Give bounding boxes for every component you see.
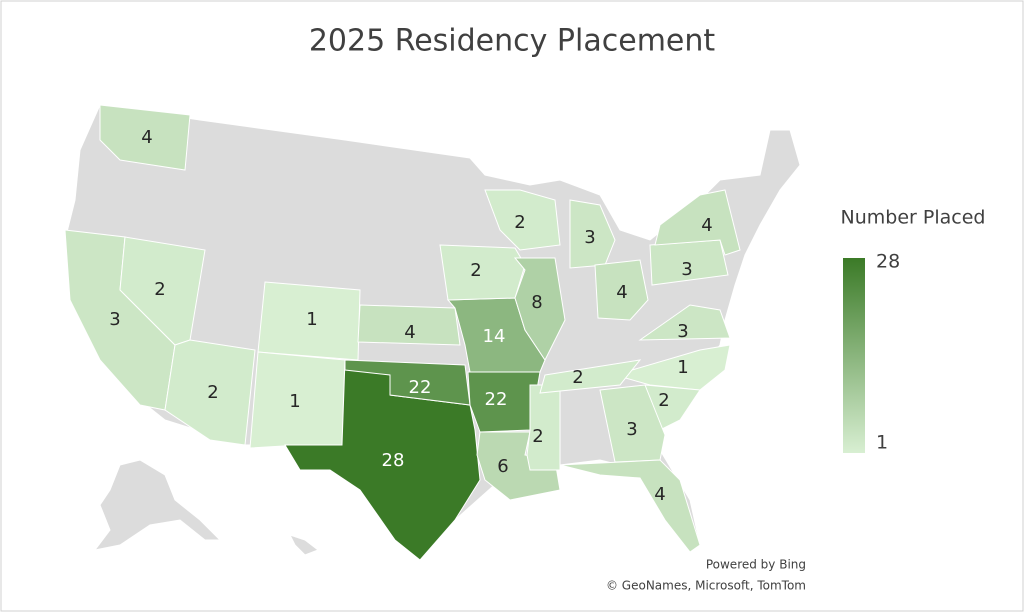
- region-label: 2: [658, 390, 669, 411]
- region-label: 28: [382, 450, 405, 471]
- region-label: 4: [404, 322, 415, 343]
- legend-gradient: [843, 258, 865, 453]
- region: [654, 189, 741, 256]
- credit: Powered by Bing: [706, 558, 806, 572]
- region: [99, 104, 191, 171]
- region: [484, 189, 561, 251]
- region: [539, 359, 642, 394]
- region-label: 2: [514, 212, 525, 233]
- region-label: 3: [677, 321, 688, 342]
- region-label: 4: [654, 484, 665, 505]
- region-label: 4: [701, 215, 712, 236]
- credit: © GeoNames, Microsoft, TomTom: [606, 579, 806, 593]
- region-label: 1: [306, 309, 317, 330]
- region-label: 22: [485, 389, 508, 410]
- legend-title: Number Placed: [841, 207, 986, 229]
- region-label: 3: [681, 259, 692, 280]
- region: [257, 281, 361, 361]
- legend-label: 1: [876, 432, 888, 454]
- region: [164, 339, 256, 446]
- region: [439, 244, 526, 301]
- region-label: 6: [497, 456, 508, 477]
- region-label: 3: [626, 419, 637, 440]
- region-label: 2: [572, 367, 583, 388]
- region: [344, 359, 471, 406]
- region-label: 4: [141, 127, 152, 148]
- region-label: 14: [483, 326, 506, 347]
- region-label: 1: [677, 357, 688, 378]
- region: [638, 304, 731, 341]
- region-label: 8: [531, 292, 542, 313]
- region: [513, 257, 566, 361]
- region: [357, 304, 461, 346]
- region: [559, 459, 701, 553]
- region: [599, 384, 666, 463]
- region-label: 22: [409, 377, 432, 398]
- region-label: 2: [470, 260, 481, 281]
- region-label: 2: [532, 426, 543, 447]
- region: [476, 431, 561, 501]
- legend-label: 28: [876, 251, 900, 273]
- region-label: 2: [207, 382, 218, 403]
- region: [594, 259, 649, 321]
- chart-title: 2025 Residency Placement: [309, 24, 716, 59]
- region-label: 4: [616, 282, 627, 303]
- region-label: 2: [154, 279, 165, 300]
- region-label: 3: [109, 309, 120, 330]
- region-label: 1: [289, 391, 300, 412]
- region: [467, 371, 541, 433]
- region-label: 3: [584, 227, 595, 248]
